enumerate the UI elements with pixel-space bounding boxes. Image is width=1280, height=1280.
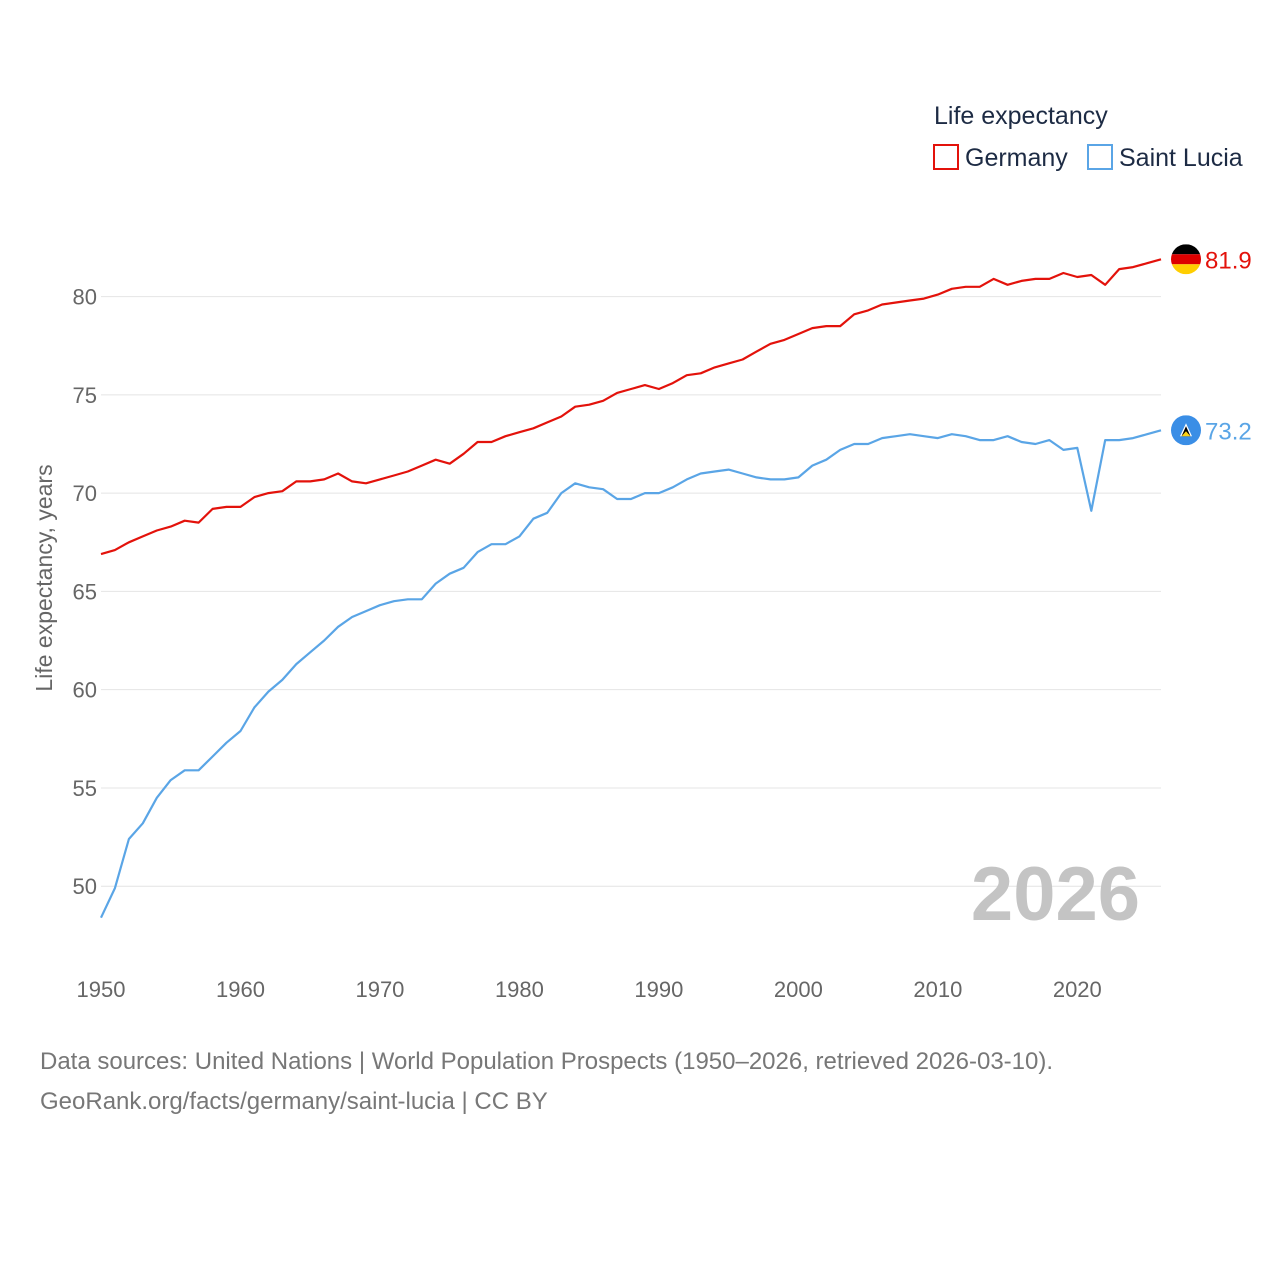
series-lines	[100, 258, 1162, 919]
y-tick-80: 80	[73, 285, 97, 310]
x-tick-2010: 2010	[913, 977, 962, 1002]
y-axis-title: Life expectancy, years	[31, 464, 57, 691]
x-axis-ticks: 1950 1960 1970 1980 1990 2000 2010 2020	[77, 977, 1102, 1002]
y-tick-65: 65	[73, 579, 97, 604]
legend-swatch-saint-lucia	[1087, 144, 1113, 170]
series-line-germany[interactable]	[100, 258, 1162, 556]
footer-sources: Data sources: United Nations | World Pop…	[40, 1048, 1054, 1075]
x-tick-2020: 2020	[1053, 977, 1102, 1002]
year-watermark: 2026	[971, 852, 1140, 937]
y-axis-ticks: 50 55 60 65 70 75 80	[73, 285, 97, 900]
legend-swatch-germany	[933, 144, 959, 170]
y-tick-50: 50	[73, 874, 97, 899]
x-tick-1960: 1960	[216, 977, 265, 1002]
germany-flag-icon	[1171, 244, 1201, 275]
gridlines	[101, 296, 1161, 887]
x-tick-1950: 1950	[77, 977, 126, 1002]
footer-credit[interactable]: GeoRank.org/facts/germany/saint-lucia | …	[40, 1088, 548, 1115]
x-tick-1990: 1990	[634, 977, 683, 1002]
legend-item-germany[interactable]: Germany	[933, 144, 1068, 172]
legend-item-saint-lucia[interactable]: Saint Lucia	[1087, 144, 1243, 172]
legend-label-saint-lucia: Saint Lucia	[1119, 144, 1243, 172]
saint-lucia-flag-icon	[1171, 415, 1201, 446]
footer: Data sources: United Nations | World Pop…	[40, 1042, 1053, 1122]
x-tick-1970: 1970	[355, 977, 404, 1002]
y-tick-55: 55	[73, 776, 97, 801]
legend-title: Life expectancy	[934, 102, 1108, 130]
legend-label-germany: Germany	[965, 144, 1068, 172]
series-line-saint-lucia[interactable]	[100, 429, 1162, 919]
germany-end-label: 81.9	[1205, 247, 1252, 274]
saint-lucia-end-label: 73.2	[1205, 418, 1252, 445]
y-tick-60: 60	[73, 678, 97, 703]
x-tick-1980: 1980	[495, 977, 544, 1002]
x-tick-2000: 2000	[774, 977, 823, 1002]
y-tick-75: 75	[73, 383, 97, 408]
y-tick-70: 70	[73, 481, 97, 506]
